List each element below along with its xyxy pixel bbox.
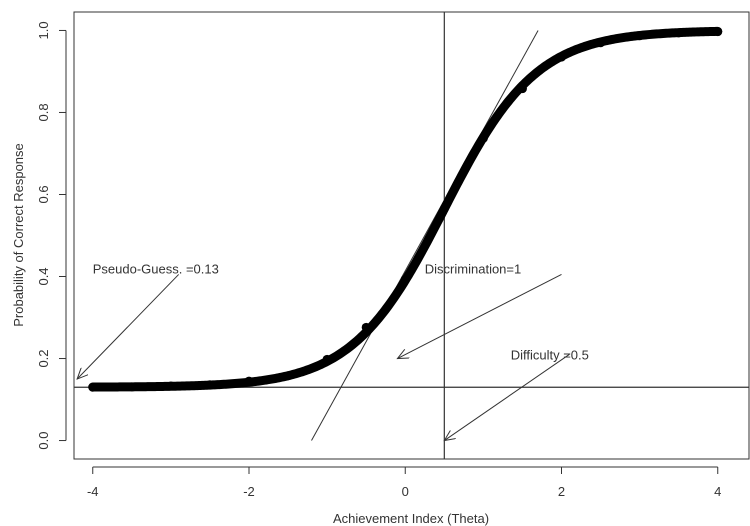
curve-point xyxy=(283,371,293,381)
curve-point xyxy=(166,381,176,391)
curve-point xyxy=(127,382,137,392)
reference-lines xyxy=(74,12,749,459)
y-axis: 0.0 0.2 0.4 0.6 0.8 1.0 xyxy=(36,21,67,450)
curve-point xyxy=(439,204,449,214)
y-tick-label: 0.4 xyxy=(36,267,51,285)
x-tick-label: -4 xyxy=(87,484,99,499)
discrimination-arrow xyxy=(397,274,562,358)
icc-curve-layer xyxy=(88,26,723,392)
pseudo-guess-label: Pseudo-Guess. =0.13 xyxy=(93,261,219,276)
curve-point xyxy=(635,31,645,41)
y-axis-title: Probability of Correct Response xyxy=(11,143,26,327)
curve-point xyxy=(361,322,371,332)
curve-point xyxy=(88,382,98,392)
curve-point xyxy=(557,52,566,62)
pseudo-guess-arrow xyxy=(77,274,180,379)
discrimination-slope-line xyxy=(311,30,539,441)
y-tick-label: 0.2 xyxy=(36,349,51,367)
curve-point xyxy=(205,380,215,390)
icc-curve xyxy=(88,26,723,392)
curve-point xyxy=(400,274,410,284)
curve-point xyxy=(478,133,488,143)
annotations: Pseudo-Guess. =0.13 Discrimination=1 Diffi… xyxy=(77,261,589,440)
y-tick-label: 0.8 xyxy=(36,103,51,121)
y-tick-label: 0.0 xyxy=(36,432,51,450)
curve-point xyxy=(674,28,684,38)
plot-frame xyxy=(73,11,750,460)
x-tick-label: 0 xyxy=(402,484,409,499)
difficulty-arrow xyxy=(444,354,570,440)
difficulty-label: Difficulty =0.5 xyxy=(511,347,589,362)
x-tick-label: -2 xyxy=(243,484,255,499)
y-tick-label: 0.6 xyxy=(36,185,51,203)
curve-point xyxy=(322,354,332,364)
curve-point xyxy=(517,84,527,94)
discrimination-label: Discrimination=1 xyxy=(425,261,521,276)
x-axis: -4 -2 0 2 4 xyxy=(87,466,721,499)
curve-point xyxy=(244,376,254,386)
curve-point xyxy=(713,27,723,37)
y-tick-label: 1.0 xyxy=(36,21,51,39)
x-tick-label: 2 xyxy=(558,484,565,499)
x-tick-label: 4 xyxy=(714,484,721,499)
x-axis-title: Achievement Index (Theta) xyxy=(333,511,489,526)
curve-point xyxy=(596,38,606,48)
